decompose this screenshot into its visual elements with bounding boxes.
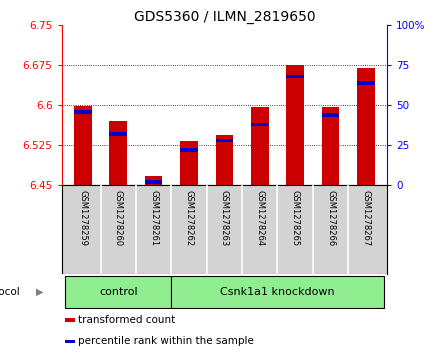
Bar [322, 113, 339, 117]
Bar [286, 65, 304, 185]
Bar [145, 180, 162, 184]
Text: GSM1278265: GSM1278265 [291, 189, 300, 246]
Title: GDS5360 / ILMN_2819650: GDS5360 / ILMN_2819650 [134, 11, 315, 24]
Text: ▶: ▶ [36, 287, 43, 297]
Text: GSM1278259: GSM1278259 [78, 189, 87, 246]
Text: Csnk1a1 knockdown: Csnk1a1 knockdown [220, 287, 335, 297]
Text: GSM1278266: GSM1278266 [326, 189, 335, 246]
Bar [286, 75, 304, 78]
Text: protocol: protocol [0, 287, 19, 297]
Text: GSM1278262: GSM1278262 [184, 189, 194, 246]
Bar [74, 106, 92, 185]
Bar [180, 148, 198, 152]
Text: GSM1278263: GSM1278263 [220, 189, 229, 246]
Text: GSM1278267: GSM1278267 [362, 189, 370, 246]
Bar [110, 132, 127, 136]
Bar [65, 318, 75, 322]
Text: percentile rank within the sample: percentile rank within the sample [78, 337, 254, 346]
Bar [180, 141, 198, 185]
Bar [357, 81, 375, 85]
Bar [65, 276, 171, 308]
Bar [65, 340, 75, 343]
Bar [145, 176, 162, 185]
Text: control: control [99, 287, 138, 297]
Bar [216, 135, 233, 185]
Text: GSM1278264: GSM1278264 [255, 189, 264, 246]
Bar [251, 123, 269, 126]
Text: transformed count: transformed count [78, 315, 175, 325]
Bar [216, 139, 233, 142]
Bar [171, 276, 384, 308]
Text: GSM1278261: GSM1278261 [149, 189, 158, 246]
Bar [74, 110, 92, 114]
Bar [322, 107, 339, 185]
Bar [110, 121, 127, 185]
Bar [251, 107, 269, 185]
Bar [357, 68, 375, 185]
Text: GSM1278260: GSM1278260 [114, 189, 123, 246]
